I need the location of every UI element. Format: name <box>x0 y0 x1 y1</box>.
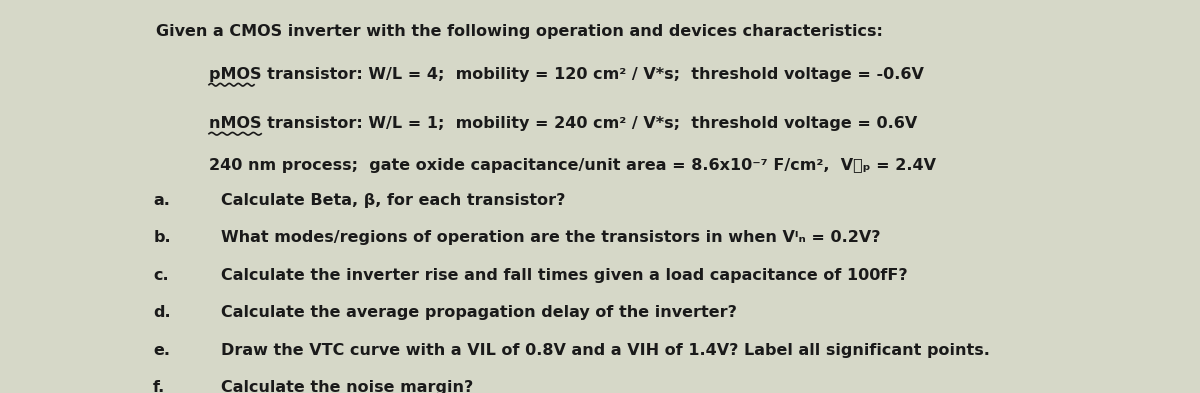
Text: e.: e. <box>154 343 170 358</box>
Text: pMOS transistor: W/L = 4;  mobility = 120 cm² / V*s;  threshold voltage = -0.6V: pMOS transistor: W/L = 4; mobility = 120… <box>209 67 924 82</box>
Text: a.: a. <box>154 193 170 208</box>
Text: nMOS transistor: W/L = 1;  mobility = 240 cm² / V*s;  threshold voltage = 0.6V: nMOS transistor: W/L = 1; mobility = 240… <box>209 116 917 131</box>
Text: d.: d. <box>154 305 170 320</box>
Text: Calculate the inverter rise and fall times given a load capacitance of 100fF?: Calculate the inverter rise and fall tim… <box>221 268 907 283</box>
Text: Calculate Beta, β, for each transistor?: Calculate Beta, β, for each transistor? <box>221 193 565 208</box>
Text: f.: f. <box>154 380 166 393</box>
Text: Calculate the average propagation delay of the inverter?: Calculate the average propagation delay … <box>221 305 737 320</box>
Text: 240 nm process;  gate oxide capacitance/unit area = 8.6x10⁻⁷ F/cm²,  V₝ₚ = 2.4V: 240 nm process; gate oxide capacitance/u… <box>209 158 936 173</box>
Text: Given a CMOS inverter with the following operation and devices characteristics:: Given a CMOS inverter with the following… <box>156 24 882 39</box>
Text: Draw the VTC curve with a VIL of 0.8V and a VIH of 1.4V? Label all significant p: Draw the VTC curve with a VIL of 0.8V an… <box>221 343 990 358</box>
Text: b.: b. <box>154 230 170 245</box>
Text: c.: c. <box>154 268 169 283</box>
Text: Calculate the noise margin?: Calculate the noise margin? <box>221 380 473 393</box>
Text: What modes/regions of operation are the transistors in when Vᴵₙ = 0.2V?: What modes/regions of operation are the … <box>221 230 881 245</box>
